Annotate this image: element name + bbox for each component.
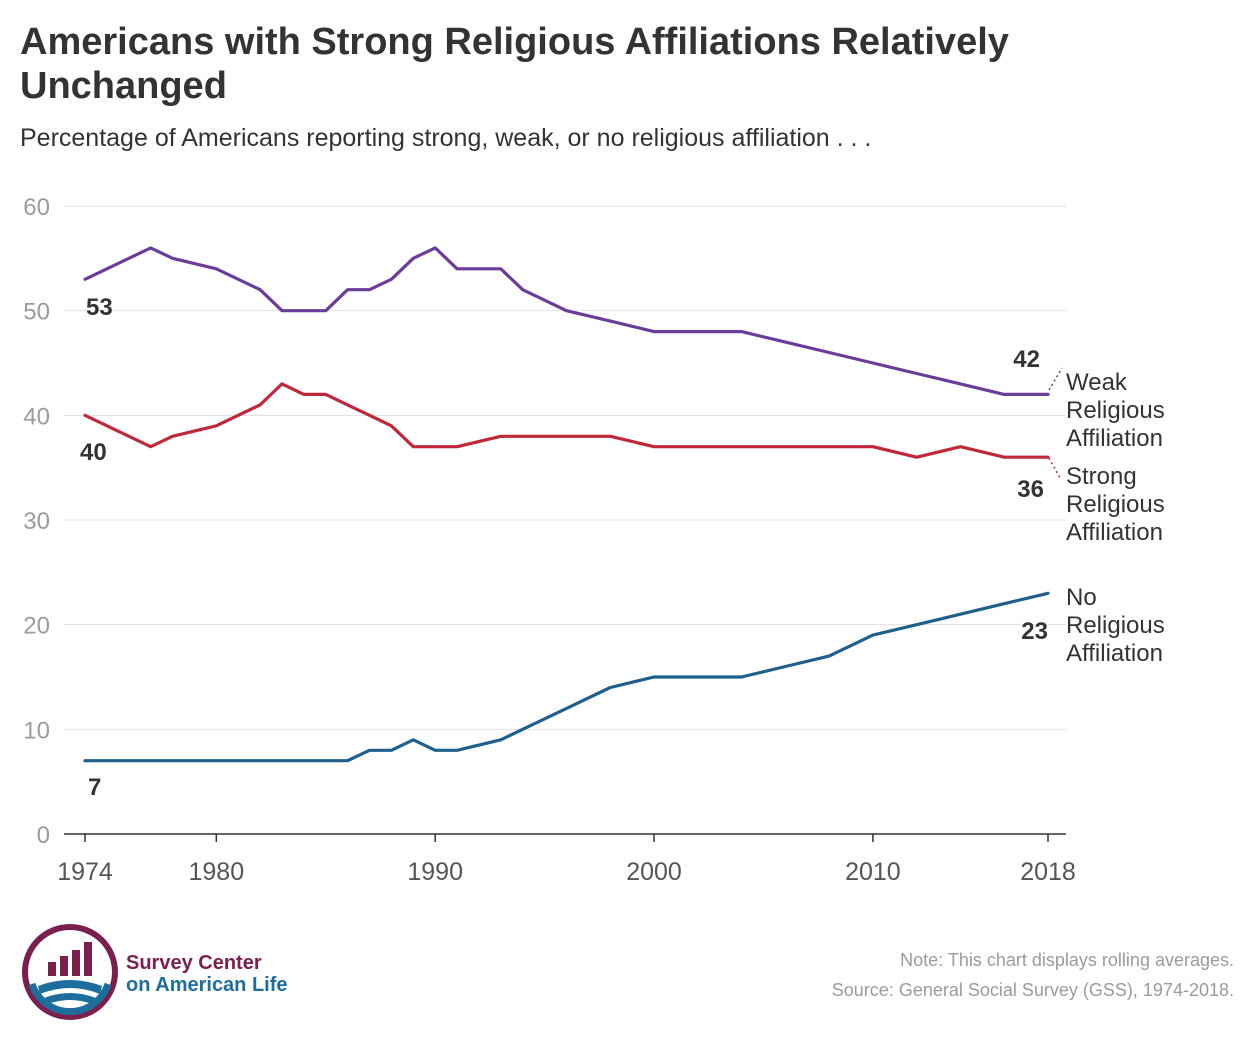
chart-source: Source: General Social Survey (GSS), 197… bbox=[831, 980, 1234, 1000]
brand-line-2: on American Life bbox=[126, 974, 288, 996]
x-tick-label-1980: 1980 bbox=[189, 858, 245, 886]
series-line-none bbox=[83, 591, 1050, 763]
series-line-weak bbox=[83, 246, 1050, 396]
chart-subtitle: Percentage of Americans reporting strong… bbox=[20, 124, 872, 152]
start-value-label-strong: 40 bbox=[80, 439, 107, 466]
y-tick-label-0: 0 bbox=[37, 822, 50, 849]
y-tick-label-40: 40 bbox=[23, 403, 50, 430]
chart-title: Americans with Strong Religious Affiliat… bbox=[20, 21, 1009, 107]
y-axis-ticks: 0 10 20 30 40 50 60 bbox=[23, 194, 50, 849]
end-value-label-strong: 36 bbox=[1017, 476, 1044, 503]
series-name-line: Religious bbox=[1066, 397, 1165, 424]
y-tick-label-30: 30 bbox=[23, 508, 50, 535]
end-value-label-none: 23 bbox=[1021, 618, 1048, 645]
series-name-line: Affiliation bbox=[1066, 425, 1163, 452]
end-value-label-weak: 42 bbox=[1013, 346, 1040, 373]
series-name-line: Affiliation bbox=[1066, 640, 1163, 667]
x-tick-label-2000: 2000 bbox=[626, 858, 682, 886]
x-tick-label-2018: 2018 bbox=[1020, 858, 1076, 886]
leader-line-weak bbox=[1048, 367, 1063, 391]
series-name-line: Strong bbox=[1066, 463, 1137, 490]
x-tick-label-2010: 2010 bbox=[845, 858, 901, 886]
series-name-line: Affiliation bbox=[1066, 519, 1163, 546]
series-name-line: No bbox=[1066, 584, 1097, 611]
series-name-line: Religious bbox=[1066, 491, 1165, 518]
y-tick-label-60: 60 bbox=[23, 194, 50, 221]
series-name-label-weak: Weak Religious Affiliation bbox=[1066, 369, 1165, 452]
gridlines bbox=[64, 205, 1066, 730]
series-name-label-strong: Strong Religious Affiliation bbox=[1066, 463, 1165, 546]
y-tick-label-50: 50 bbox=[23, 299, 50, 326]
y-tick-label-10: 10 bbox=[23, 717, 50, 744]
series-name-line: Weak bbox=[1066, 369, 1128, 396]
series-name-line: Religious bbox=[1066, 612, 1165, 639]
leader-line-strong bbox=[1048, 457, 1061, 479]
chart-note: Note: This chart displays rolling averag… bbox=[900, 950, 1234, 970]
brand-name: Survey Center on American Life bbox=[126, 952, 288, 996]
series-name-label-none: No Religious Affiliation bbox=[1066, 584, 1165, 667]
series-lines bbox=[83, 246, 1050, 763]
line-chart: 0 10 20 30 40 50 60 1974 1980 1990 2000 2010 2018 5… bbox=[23, 194, 1165, 886]
x-tick-label-1990: 1990 bbox=[407, 858, 463, 886]
start-value-label-none: 7 bbox=[88, 774, 101, 801]
brand-line-1: Survey Center bbox=[126, 952, 262, 974]
start-value-label-weak: 53 bbox=[86, 294, 113, 321]
survey-center-logo bbox=[22, 924, 118, 1020]
y-tick-label-20: 20 bbox=[23, 613, 50, 640]
series-line-strong bbox=[83, 382, 1050, 459]
x-axis: 1974 1980 1990 2000 2010 2018 bbox=[57, 833, 1076, 886]
x-tick-label-1974: 1974 bbox=[57, 858, 113, 886]
